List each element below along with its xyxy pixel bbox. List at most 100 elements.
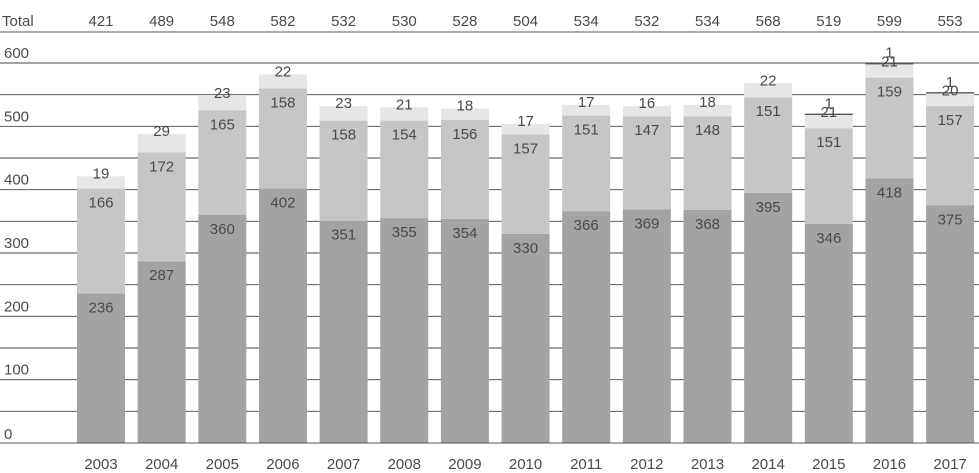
total-value: 504 [513,13,538,30]
x-tick-label: 2012 [630,456,663,473]
bar-segment [683,116,732,210]
bar-segment [683,104,732,117]
total-header-label: Total [2,13,34,30]
bar-segment [562,211,611,443]
bar-segment [198,215,247,443]
x-tick-label: 2010 [509,456,542,473]
data-label: 20 [942,82,959,99]
data-label: 148 [695,122,720,139]
data-label: 1 [825,95,833,112]
bar-segment [501,123,550,135]
bar-segment [865,178,914,443]
data-label: 16 [639,95,656,112]
bar-segment [501,134,550,234]
data-label: 165 [210,117,235,134]
x-tick-label: 2017 [933,456,966,473]
x-tick-label: 2016 [873,456,906,473]
data-label: 395 [756,199,781,216]
bar-segment [380,218,429,443]
bar-segment [380,120,429,219]
x-tick-label: 2013 [691,456,724,473]
data-label: 375 [938,212,963,229]
bar-segment [258,188,307,443]
bar-segment [501,234,550,443]
x-tick-label: 2008 [388,456,421,473]
bar-segment [137,261,186,443]
data-label: 157 [513,141,538,158]
data-label: 158 [270,94,295,111]
x-tick-label: 2009 [448,456,481,473]
bar-segment [926,205,975,443]
total-value: 553 [938,13,963,30]
data-label: 158 [331,127,356,144]
data-label: 29 [153,123,170,140]
data-label: 172 [149,158,174,175]
data-label: 22 [760,72,777,89]
bars [77,62,975,443]
bar-segment [198,95,247,111]
total-value: 532 [634,13,659,30]
data-label: 351 [331,227,356,244]
y-tick-label: 400 [4,172,29,189]
data-label: 19 [93,165,110,182]
data-label: 166 [88,194,113,211]
x-tick-label: 2014 [751,456,784,473]
data-label: 23 [335,95,352,112]
total-value: 421 [88,13,113,30]
bar-segment [319,106,368,121]
y-tick-label: 100 [4,362,29,379]
total-value: 548 [210,13,235,30]
total-value: 489 [149,13,174,30]
total-value: 532 [331,13,356,30]
y-tick-label: 0 [4,426,12,443]
bar-segment [744,192,793,443]
bar-segment [440,108,489,120]
bar-segment [804,114,853,129]
data-label: 17 [578,94,595,111]
bar-segment [926,106,975,206]
data-label: 21 [881,53,898,70]
x-tick-label: 2011 [570,456,602,473]
bar-segment [562,115,611,212]
total-value: 582 [270,13,295,30]
data-label: 147 [634,122,659,139]
x-tick-label: 2003 [84,456,117,473]
data-label: 151 [816,134,841,151]
x-tick-label: 2015 [812,456,845,473]
bar-segment [865,64,914,78]
total-value: 568 [756,13,781,30]
data-label: 366 [574,217,599,234]
data-label: 368 [695,216,720,233]
data-label: 369 [634,215,659,232]
x-tick-label: 2007 [327,456,360,473]
data-label: 346 [816,230,841,247]
data-label: 159 [877,84,902,101]
y-tick-label: 500 [4,108,29,125]
bar-segment [440,218,489,443]
bar-segment [77,176,125,189]
data-label: 330 [513,240,538,257]
bar-segment [380,107,429,121]
data-label: 157 [938,112,963,129]
bar-segment [562,104,611,116]
labels: 0 100 200 300 400 500 600 421 2003 236 166 19 489 200… [4,13,967,473]
x-tick-label: 2005 [206,456,239,473]
bar-segment [744,97,793,193]
total-value: 530 [392,13,417,30]
x-tick-label: 2006 [266,456,299,473]
bar-segment [198,110,247,215]
data-label: 236 [88,300,113,317]
data-label: 1 [885,45,893,62]
data-label: 402 [270,194,295,211]
bar-segment [77,293,125,443]
data-label: 354 [452,225,477,242]
total-value: 599 [877,13,902,30]
bar-segment [744,83,793,98]
y-tick-label: 600 [4,45,29,62]
data-label: 18 [699,94,716,111]
data-label: 18 [457,98,474,115]
bar-segment [319,220,368,443]
data-label: 17 [517,113,534,130]
data-label: 23 [214,85,231,102]
